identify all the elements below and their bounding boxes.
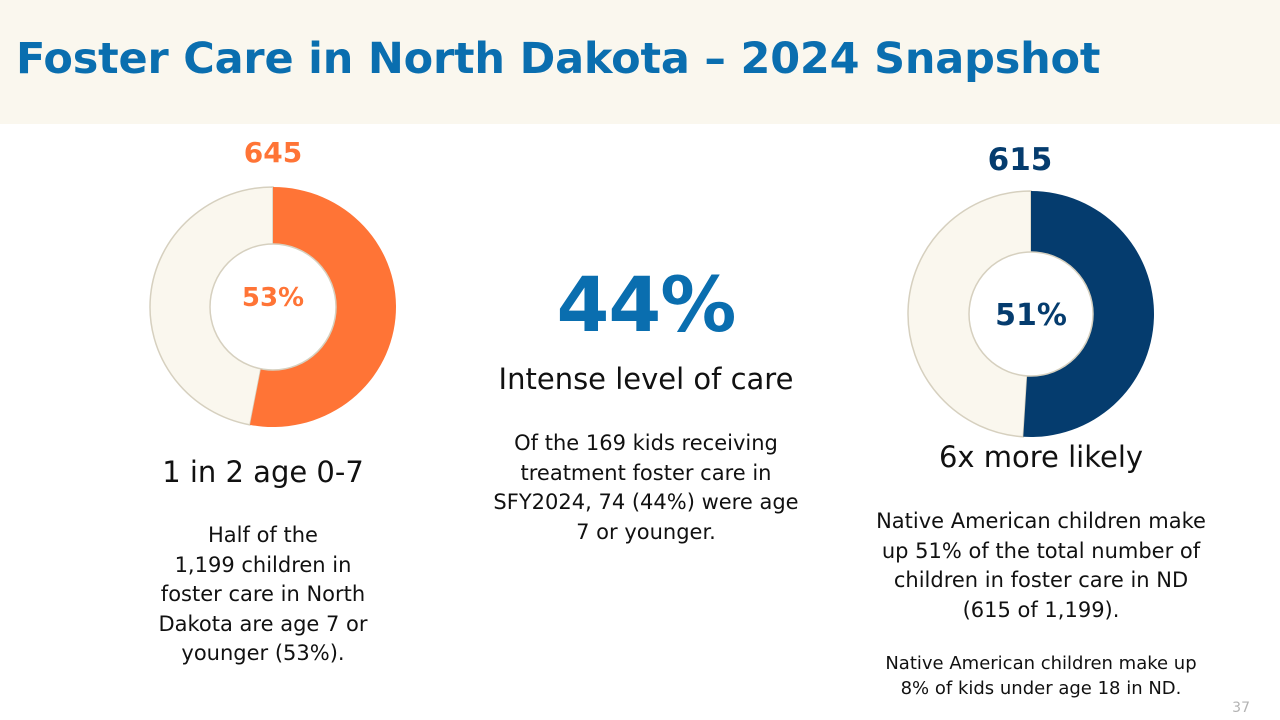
center-big-stat: 44% [556, 260, 737, 349]
center-body-line: treatment foster care in [520, 460, 772, 485]
center-body-text: Of the 169 kids receiving treatment fost… [471, 429, 821, 547]
right-footnote: Native American children make up 8% of k… [841, 651, 1241, 701]
right-donut-percent-label: 51% [995, 298, 1067, 333]
page-number: 37 [1232, 700, 1250, 716]
center-body-line: SFY2024, 74 (44%) were age [493, 490, 799, 514]
right-body-line: (615 of 1,199). [962, 597, 1120, 622]
right-heading: 6x more likely [938, 440, 1144, 474]
right-footnote-line: 8% of kids under age 18 in ND. [900, 678, 1182, 699]
slide-title: Foster Care in North Dakota – 2024 Snaps… [16, 34, 1101, 84]
center-heading: Intense level of care [498, 362, 794, 396]
left-body-line: 1,199 children in [174, 552, 352, 577]
center-body-line: Of the 169 kids receiving [514, 431, 778, 455]
right-body-line: up 51% of the total number of [881, 538, 1201, 563]
right-body-line: Native American children make [876, 509, 1206, 533]
right-donut-hole [968, 251, 1094, 377]
left-donut-chart [149, 186, 396, 427]
left-count: 645 [243, 136, 303, 169]
left-donut-hole [209, 243, 337, 371]
right-body-line: children in foster care in ND [893, 568, 1189, 592]
left-body-line: foster care in North [160, 582, 366, 606]
title-bar [0, 0, 1280, 124]
left-body-text: Half of the 1,199 children in foster car… [118, 521, 408, 669]
left-body-line: Dakota are age 7 or [158, 611, 368, 636]
left-body-line: Half of the [208, 523, 318, 547]
left-donut-percent-label: 53% [241, 283, 305, 313]
right-body-text: Native American children make up 51% of … [841, 507, 1241, 625]
right-donut-chart [907, 190, 1155, 438]
right-count: 615 [987, 142, 1053, 178]
right-footnote-line: Native American children make up [885, 653, 1197, 674]
left-body-line: younger (53%). [181, 641, 345, 665]
center-body-line: 7 or younger. [576, 519, 716, 544]
left-heading: 1 in 2 age 0-7 [162, 455, 364, 489]
